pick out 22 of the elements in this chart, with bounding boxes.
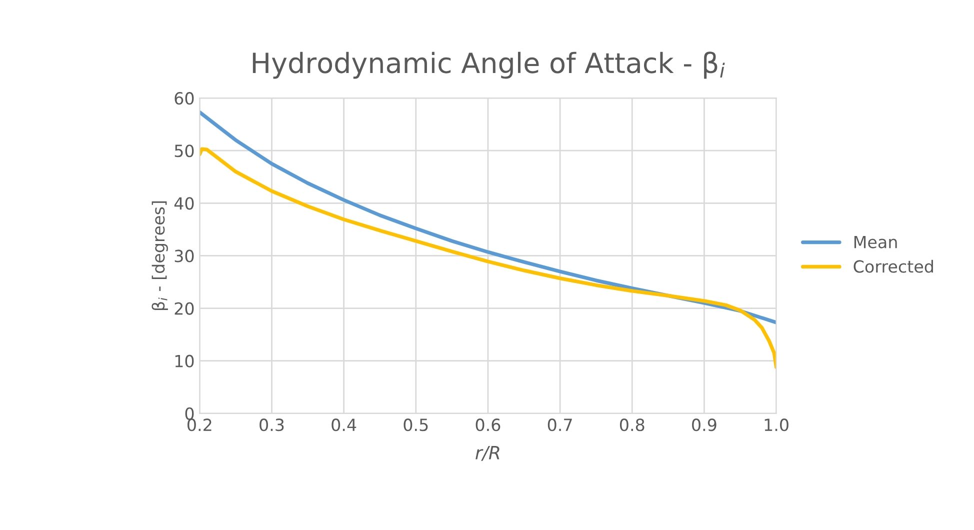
x-tick-label: 0.3 — [260, 418, 284, 432]
x-tick-label: 0.5 — [404, 418, 428, 432]
y-tick-label: 0 — [185, 407, 194, 420]
legend-label: Mean — [854, 236, 897, 248]
y-tick-label: 60 — [174, 92, 194, 105]
x-tick-label: 0.8 — [620, 418, 644, 432]
legend-label: Corrected — [854, 260, 933, 273]
y-tick-label: 50 — [174, 144, 194, 158]
x-tick-label: 1.0 — [764, 418, 788, 432]
y-tick-label: 40 — [174, 197, 194, 210]
x-tick-label: 0.4 — [332, 418, 356, 432]
x-tick-label: 0.6 — [476, 418, 500, 432]
x-tick-label: 0.9 — [692, 418, 716, 432]
chart-title: Hydrodynamic Angle of Attack - β$_{i}$ — [252, 52, 725, 79]
line-series — [200, 147, 776, 369]
y-tick-label: 10 — [175, 354, 194, 368]
x-tick-label: 0.7 — [548, 418, 572, 432]
y-axis-title: β$_{i}$ - [degrees] — [152, 201, 168, 310]
y-tick-label: 30 — [174, 250, 194, 262]
y-tick-label: 20 — [174, 302, 194, 315]
x-tick-label: 0.2 — [188, 418, 212, 432]
x-axis-title: r/R — [476, 446, 500, 461]
